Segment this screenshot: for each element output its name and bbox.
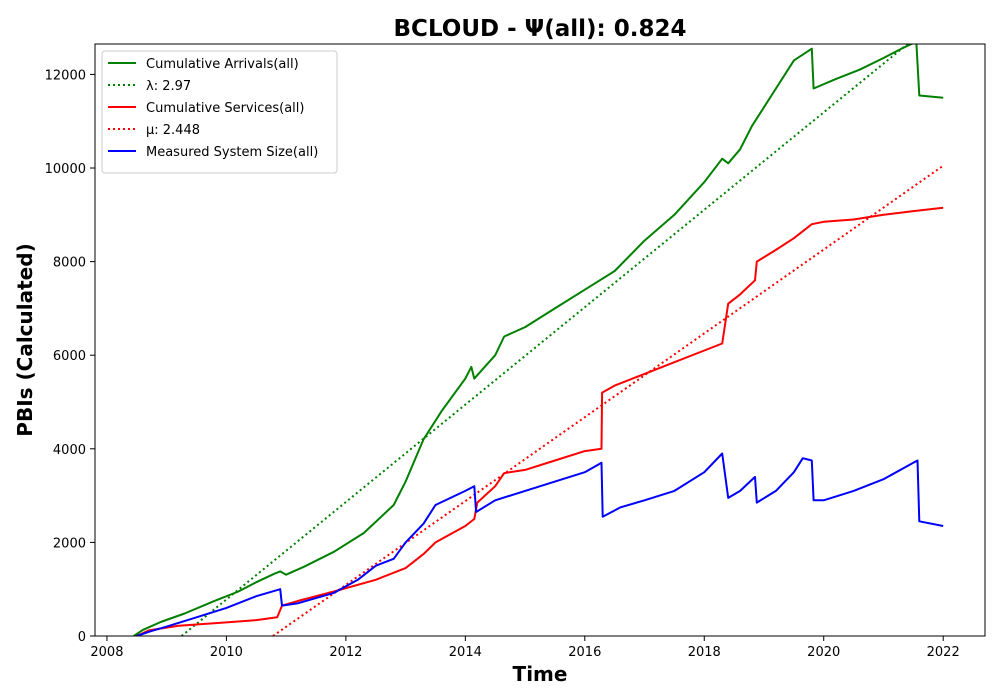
x-tick-label: 2016 xyxy=(568,645,601,660)
x-axis: 2008 2010 2012 2014 2016 2018 2020 2022 xyxy=(90,636,960,660)
legend-label-4: Measured System Size(all) xyxy=(146,145,318,160)
series-line-2 xyxy=(136,206,944,636)
y-tick-label: 4000 xyxy=(53,443,86,458)
x-tick-label: 2010 xyxy=(210,645,243,660)
plot-frame xyxy=(94,43,986,637)
legend-box xyxy=(101,50,338,174)
y-axis-label: PBIs (Calculated) xyxy=(13,243,37,436)
y-tick-label: 10000 xyxy=(45,162,86,177)
y-tick-label: 8000 xyxy=(53,256,86,271)
legend: Cumulative Arrivals(all) λ: 2.97 Cumulativ… xyxy=(101,50,338,174)
legend-label-2: Cumulative Services(all) xyxy=(146,101,304,116)
series-line-3 xyxy=(272,164,944,636)
y-tick-label: 12000 xyxy=(45,68,86,83)
legend-label-3: μ: 2.448 xyxy=(146,123,200,138)
x-tick-label: 2020 xyxy=(807,645,840,660)
legend-label-0: Cumulative Arrivals(all) xyxy=(146,57,299,72)
chart-title: BCLOUD - Ψ(all): 0.824 xyxy=(394,16,687,42)
x-tick-label: 2018 xyxy=(688,645,721,660)
x-tick-label: 2014 xyxy=(449,645,482,660)
y-tick-label: 2000 xyxy=(53,536,86,551)
series-line-0 xyxy=(133,44,944,636)
y-axis: 0 2000 4000 6000 8000 10000 12000 xyxy=(45,68,95,645)
y-tick-label: 0 xyxy=(78,630,86,645)
x-tick-label: 2022 xyxy=(927,645,960,660)
x-tick-label: 2012 xyxy=(329,645,362,660)
series-line-1 xyxy=(180,44,910,636)
x-tick-label: 2008 xyxy=(90,645,123,660)
series-line-4 xyxy=(136,452,944,636)
y-tick-label: 6000 xyxy=(53,349,86,364)
plot-area xyxy=(133,44,944,636)
legend-label-1: λ: 2.97 xyxy=(146,79,191,94)
x-axis-label: Time xyxy=(513,662,568,686)
